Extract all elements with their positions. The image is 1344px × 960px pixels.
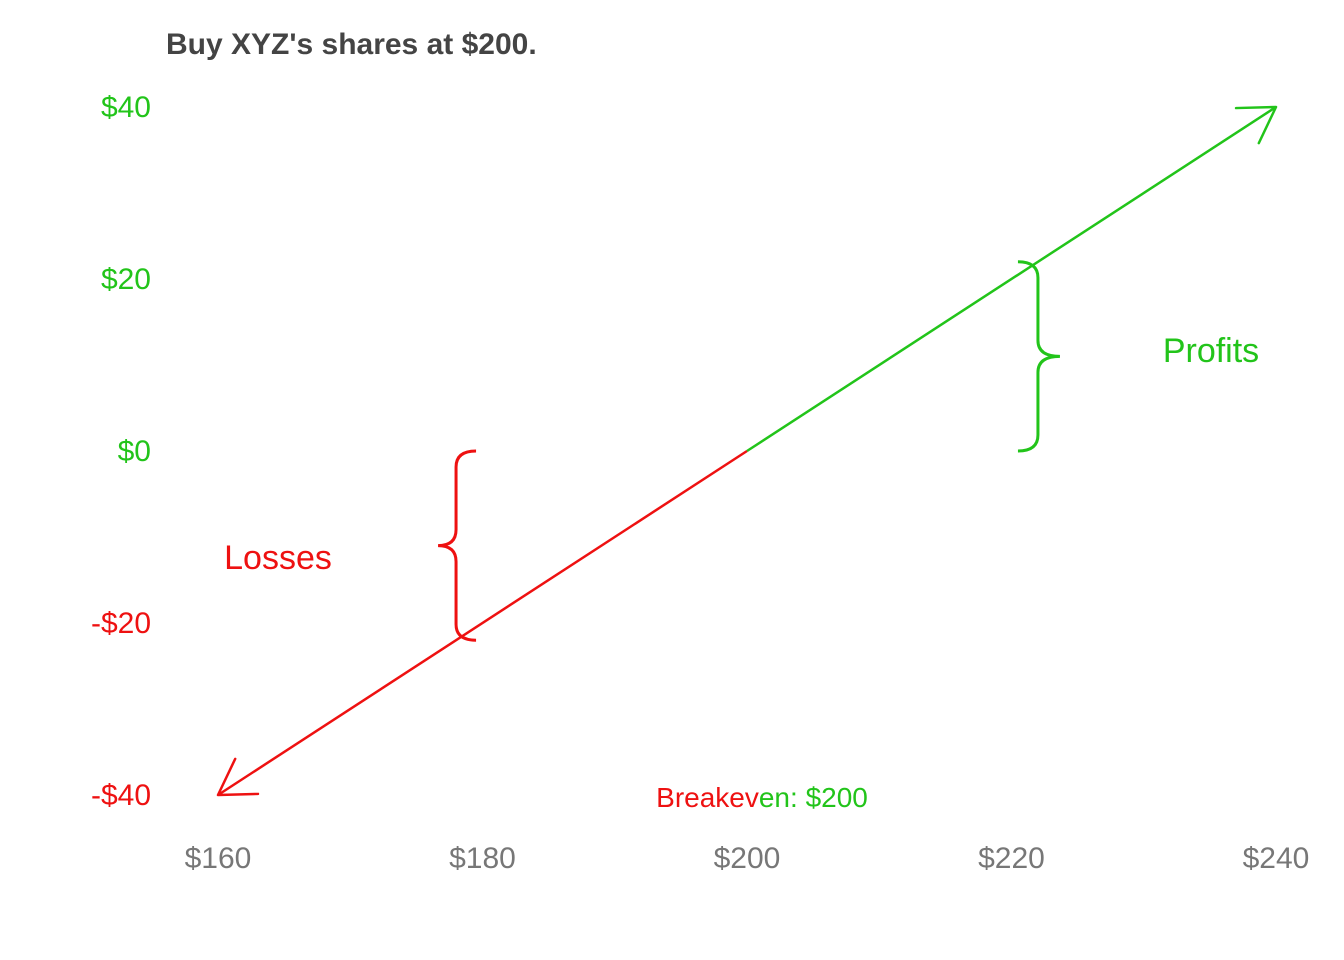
x-tick-label: $220 (978, 842, 1045, 875)
y-tick-label: -$40 (91, 779, 151, 812)
x-tick-label: $180 (449, 842, 516, 875)
x-tick-label: $200 (714, 842, 781, 875)
x-tick-label: $160 (185, 842, 252, 875)
y-tick-label: $20 (101, 263, 151, 296)
loss-payoff-line (217, 449, 748, 797)
profits-label: Profits (1163, 332, 1259, 370)
breakeven-label-profit-part: en: $200 (759, 782, 868, 813)
annotation-layer: Losses Profits Breakeven: $200 (224, 260, 1259, 813)
losses-label: Losses (224, 539, 332, 577)
breakeven-label: Breakeven: $200 (656, 782, 868, 813)
x-tick-label: $240 (1243, 842, 1310, 875)
losses-brace (437, 449, 477, 642)
x-axis-ticks: $160 $180 $200 $220 $240 (185, 842, 1310, 875)
y-tick-label: $40 (101, 91, 151, 124)
y-axis-ticks: $40 $20 $0 -$20 -$40 (91, 91, 151, 812)
loss-arrow-head (216, 757, 260, 797)
series-layer (216, 105, 1278, 797)
chart-title: Buy XYZ's shares at $200. (166, 28, 537, 61)
breakeven-label-loss-part: Breakev (656, 782, 759, 813)
profit-payoff-line (746, 105, 1277, 453)
y-tick-label: -$20 (91, 607, 151, 640)
profits-brace (1017, 260, 1060, 453)
profit-arrow-head (1234, 105, 1278, 145)
y-tick-label: $0 (118, 435, 151, 468)
